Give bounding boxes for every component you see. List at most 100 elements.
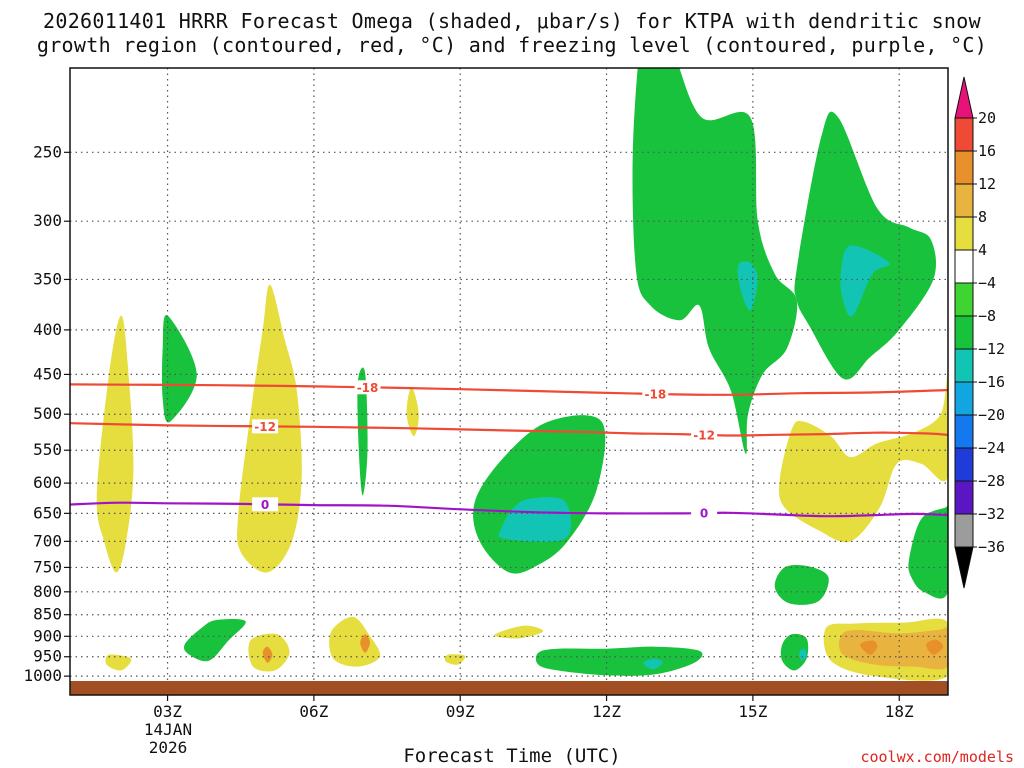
colorbar-label-1: 16: [978, 142, 996, 160]
omega-region-10: [839, 627, 948, 670]
colorbar-segment-11: [954, 480, 974, 515]
x-tick-label-12Z: 12Z: [592, 702, 621, 721]
contour-line-0: [70, 383, 948, 396]
contour-label-1-0: -12: [254, 420, 276, 434]
contour-label-1-1: -12: [693, 428, 715, 442]
omega-region-0: [96, 315, 134, 573]
colorbar-segment-4: [954, 249, 974, 284]
omega-region-25: [737, 261, 758, 311]
colorbar-label-0: 20: [978, 109, 996, 127]
contour-label-0-1: -18: [644, 388, 666, 402]
colorbar-label-6: −8: [978, 307, 996, 325]
colorbar-label-5: −4: [978, 274, 996, 292]
colorbar-segment-0: [954, 117, 974, 152]
omega-region-23: [535, 646, 703, 676]
colorbar-segment-8: [954, 381, 974, 416]
x-tick-label-15Z: 15Z: [738, 702, 767, 721]
colorbar-min-arrow: [954, 546, 974, 589]
colorbar-label-3: 8: [978, 208, 987, 226]
y-tick-label-1000: 1000: [23, 666, 62, 685]
colorbar-segment-5: [954, 282, 974, 317]
contour-label-2-1: 0: [700, 507, 708, 521]
colorbar-label-10: −24: [978, 439, 1005, 457]
omega-region-22: [183, 618, 246, 662]
omega-region-8: [444, 654, 466, 665]
x-tick-label-06Z: 06Z: [299, 702, 328, 721]
contour-label-0-0: -18: [357, 381, 379, 395]
colorbar-label-13: −36: [978, 538, 1005, 556]
date-label-year: 2026: [148, 738, 188, 757]
chart-title-line1: 2026011401 HRRR Forecast Omega (shaded, …: [43, 9, 981, 33]
colorbar-bottom-segment: [954, 513, 974, 548]
colorbar-label-11: −28: [978, 472, 1005, 490]
omega-region-6: [494, 625, 544, 639]
colorbar-label-7: −12: [978, 340, 1005, 358]
contour-label-bg-2-1: [691, 506, 718, 521]
date-label-day: 14JAN: [143, 720, 193, 739]
colorbar-segment-10: [954, 447, 974, 482]
y-tick-label-800: 800: [33, 582, 62, 601]
omega-region-7: [105, 654, 132, 671]
colorbar-label-9: −20: [978, 406, 1005, 424]
y-tick-label-500: 500: [33, 404, 62, 423]
omega-region-28: [643, 658, 663, 670]
contour-line-1: [70, 422, 948, 437]
y-tick-label-900: 900: [33, 626, 62, 645]
y-tick-label-400: 400: [33, 320, 62, 339]
colorbar-label-2: 12: [978, 175, 996, 193]
y-tick-label-300: 300: [33, 211, 62, 230]
colorbar-segment-3: [954, 216, 974, 251]
omega-region-17: [161, 314, 197, 423]
contour-label-bg-0-0: [354, 380, 381, 395]
omega-region-12: [926, 639, 944, 655]
y-tick-label-650: 650: [33, 503, 62, 522]
omega-region-29: [799, 648, 807, 661]
x-tick-label-09Z: 09Z: [446, 702, 475, 721]
date-label: 14JAN 2026: [128, 721, 208, 757]
y-tick-label-600: 600: [33, 473, 62, 492]
colorbar-label-4: 4: [978, 241, 987, 259]
colorbar-segment-7: [954, 348, 974, 383]
omega-region-26: [840, 245, 891, 317]
plot-frame: [69, 67, 949, 696]
omega-region-27: [498, 497, 572, 542]
contour-label-bg-2-0: [252, 497, 279, 512]
ground-surface: [70, 681, 948, 695]
omega-region-3: [779, 372, 948, 543]
contour-label-bg-0-1: [642, 387, 669, 402]
colorbar-label-12: −32: [978, 505, 1005, 523]
omega-region-15: [632, 68, 798, 454]
colorbar-max-arrow: [954, 76, 974, 119]
colorbar-segment-2: [954, 183, 974, 218]
contour-label-2-0: 0: [261, 498, 269, 512]
colorbar-label-8: −16: [978, 373, 1005, 391]
colorbar-segment-9: [954, 414, 974, 449]
omega-region-16: [794, 111, 937, 380]
chart-title-line2: growth region (contoured, red, °C) and f…: [36, 33, 988, 57]
contour-label-bg-1-0: [252, 419, 279, 434]
omega-region-4: [329, 616, 381, 667]
x-axis-label: Forecast Time (UTC): [403, 745, 621, 767]
omega-region-14: [360, 634, 370, 653]
y-tick-label-950: 950: [33, 647, 62, 666]
omega-region-11: [860, 640, 878, 655]
omega-region-21: [774, 565, 829, 605]
credit-link[interactable]: coolwx.com/models: [860, 748, 1014, 766]
y-tick-label-750: 750: [33, 557, 62, 576]
y-tick-label-850: 850: [33, 605, 62, 624]
omega-region-2: [406, 386, 419, 437]
omega-region-13: [262, 646, 273, 663]
omega-region-18: [357, 367, 368, 496]
omega-region-19: [473, 415, 606, 574]
contour-label-bg-1-1: [691, 427, 718, 442]
y-tick-label-550: 550: [33, 440, 62, 459]
y-tick-label-700: 700: [33, 531, 62, 550]
colorbar-segment-6: [954, 315, 974, 350]
y-tick-label-350: 350: [33, 269, 62, 288]
y-tick-label-250: 250: [33, 142, 62, 161]
y-tick-label-450: 450: [33, 364, 62, 383]
x-tick-label-18Z: 18Z: [885, 702, 914, 721]
contour-line-2: [70, 501, 948, 518]
omega-region-24: [780, 633, 809, 671]
